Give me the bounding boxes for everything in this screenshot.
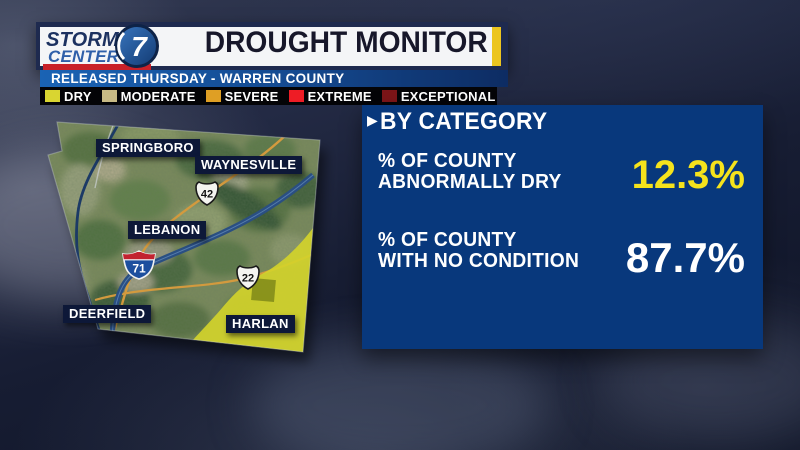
svg-text:71: 71 xyxy=(132,262,146,276)
county-outline xyxy=(47,121,321,353)
logo-red-underline xyxy=(43,64,151,70)
interstate-71-shield: 71 xyxy=(122,250,156,280)
channel-7-icon: 7 xyxy=(115,24,159,68)
by-category-panel: ▶ BY CATEGORY % OF COUNTY ABNORMALLY DRY… xyxy=(362,105,763,349)
legend-swatch-moderate xyxy=(101,90,117,102)
us-route-42-shield: 42 xyxy=(195,181,219,206)
drought-area-dark-patch xyxy=(251,278,276,303)
legend-label: EXCEPTIONAL xyxy=(400,88,496,104)
release-info-bar: RELEASED THURSDAY - WARREN COUNTY xyxy=(40,70,508,87)
arrow-right-icon: ▶ xyxy=(367,112,378,128)
legend-label: MODERATE xyxy=(120,88,196,104)
town-label-waynesville: WAYNESVILLE xyxy=(195,156,303,174)
legend-item: EXCEPTIONAL xyxy=(381,88,496,104)
us-route-22-shield: 22 xyxy=(236,265,260,290)
town-label-deerfield: DEERFIELD xyxy=(63,305,152,323)
legend-swatch-severe xyxy=(205,90,221,102)
drought-legend: DRY MODERATE SEVERE EXTREME EXCEPTIONAL xyxy=(40,87,497,105)
channel-number: 7 xyxy=(131,31,148,62)
logo-storm-text: STORM xyxy=(46,29,119,51)
svg-text:22: 22 xyxy=(242,273,254,285)
legend-swatch-dry xyxy=(45,90,60,102)
logo-center-text: CENTER xyxy=(48,47,120,66)
stat-label-no-condition: % OF COUNTY WITH NO CONDITION xyxy=(378,229,580,272)
legend-swatch-exceptional xyxy=(381,90,397,102)
panel-heading-text: BY CATEGORY xyxy=(379,108,548,135)
stat-label-abnormally-dry: % OF COUNTY ABNORMALLY DRY xyxy=(378,150,562,193)
panel-heading: ▶ BY CATEGORY xyxy=(367,108,556,136)
header-accent-stripe xyxy=(492,27,501,66)
legend-swatch-extreme xyxy=(288,90,304,102)
stat-value-abnormally-dry: 12.3% xyxy=(631,153,745,197)
legend-label: DRY xyxy=(64,88,92,104)
stat-value-no-condition: 87.7% xyxy=(625,234,745,281)
header-banner: STORM CENTER 7 DROUGHT MONITOR xyxy=(36,22,508,70)
legend-item: EXTREME xyxy=(288,88,372,104)
town-label-springboro: SPRINGBORO xyxy=(96,139,200,157)
legend-item: MODERATE xyxy=(101,88,196,104)
town-label-lebanon: LEBANON xyxy=(128,221,207,239)
legend-label: SEVERE xyxy=(224,88,279,104)
legend-label: EXTREME xyxy=(307,88,372,104)
storm-center-7-logo: STORM CENTER 7 xyxy=(40,22,192,70)
town-label-harlan: HARLAN xyxy=(226,315,295,333)
page-title: DROUGHT MONITOR xyxy=(204,26,488,59)
legend-item: DRY xyxy=(45,89,92,104)
svg-text:42: 42 xyxy=(201,189,213,201)
legend-item: SEVERE xyxy=(205,88,279,104)
